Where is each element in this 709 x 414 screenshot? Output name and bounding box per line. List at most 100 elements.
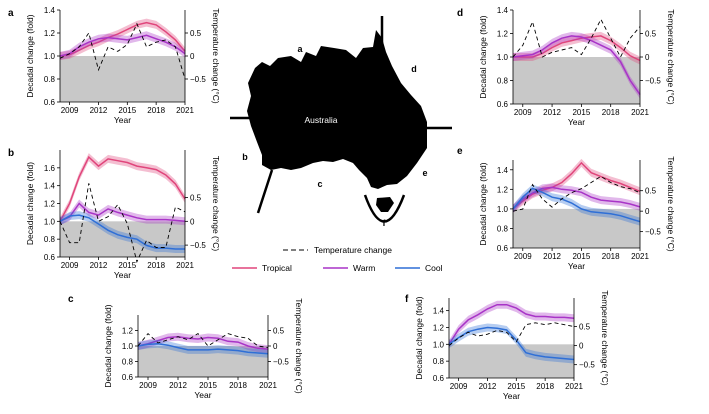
legend-label-temperature: Temperature change <box>314 245 392 255</box>
x-tick-label: 2009 <box>450 382 468 391</box>
x-tick-label: 2015 <box>199 381 217 390</box>
x-axis-label: Year <box>114 270 131 280</box>
y2-tick-label: 0.5 <box>579 323 591 332</box>
y-tick-label: 1.0 <box>433 340 445 349</box>
region-label-d: d <box>411 64 417 74</box>
chart-panels: a 0.6 0.8 1.0 1.2 1.4 0.5 0 −0.5 2009 2012 2015 2018… <box>8 6 676 401</box>
panel-letter: d <box>457 8 463 19</box>
x-tick-label: 2015 <box>507 382 525 391</box>
y2-tick-label: 0.5 <box>645 30 657 39</box>
y-tick-label: 1.4 <box>44 182 56 191</box>
y2-tick-label: 0.5 <box>273 327 285 336</box>
series-band-tropical <box>60 153 185 226</box>
temperature-line <box>59 22 186 80</box>
x-axis-label: Year <box>114 115 131 125</box>
series-line-warm <box>512 186 641 210</box>
chart-panel-f: f 0.6 0.8 1.0 1.2 1.4 0.5 0 −0.5 2009 2012 2015 2018… <box>405 290 610 401</box>
region-label-b: b <box>242 152 248 162</box>
y2-tick-label: 0 <box>579 342 584 351</box>
x-tick-label: 2009 <box>139 381 157 390</box>
below-baseline-shading <box>449 344 574 378</box>
panel-letter: b <box>8 148 14 159</box>
panel-letter: a <box>8 8 14 19</box>
y-tick-label: 0.6 <box>122 373 134 382</box>
panel-letter: e <box>457 146 463 157</box>
series-line-tropical <box>59 21 186 57</box>
y2-axis-label: Temperature change (°C) <box>211 156 221 252</box>
series-line-warm <box>137 335 269 350</box>
region-boundary-line <box>363 194 406 223</box>
x-tick-label: 2012 <box>90 106 108 115</box>
chart-panel-a: a 0.6 0.8 1.0 1.2 1.4 0.5 0 −0.5 2009 2012 2015 2018… <box>8 6 221 125</box>
series-line-cool <box>512 187 641 223</box>
y-axis-label: Decadal change (fold) <box>414 296 424 379</box>
temperature-line <box>448 322 575 346</box>
x-axis-label: Year <box>568 117 585 127</box>
series-line-warm <box>448 303 575 345</box>
y-tick-label: 1.2 <box>44 200 56 209</box>
x-tick-label: 2009 <box>61 261 79 270</box>
y2-tick-label: 0 <box>190 52 195 61</box>
x-tick-label: 2015 <box>572 252 590 261</box>
y-tick-label: 0.8 <box>497 77 509 86</box>
series-band-cool <box>60 211 185 253</box>
australia-mainland-shape <box>247 30 427 189</box>
y-tick-label: 0.8 <box>433 357 445 366</box>
series-line-warm <box>512 35 641 96</box>
tasmania-shape <box>376 197 394 212</box>
y-tick-label: 0.8 <box>44 75 56 84</box>
australia-map: Australia a b c d e f <box>230 16 452 228</box>
x-tick-label: 2021 <box>631 108 649 117</box>
chart-panel-c: c 0.6 0.8 1.0 1.2 0.5 0 −0.5 2009 2012 2015 2018 202… <box>68 294 304 400</box>
y-tick-label: 1.0 <box>497 205 509 214</box>
y2-tick-label: −0.5 <box>645 228 661 237</box>
y-tick-label: 1.0 <box>122 342 134 351</box>
below-baseline-shading <box>138 346 268 377</box>
series-band-cool <box>138 339 268 358</box>
y-tick-label: 1.4 <box>433 307 445 316</box>
y-axis-label: Decadal change (fold) <box>103 304 113 387</box>
x-tick-label: 2018 <box>602 108 620 117</box>
series-line-cool <box>59 214 185 250</box>
x-tick-label: 2021 <box>631 252 649 261</box>
y-tick-label: 1.2 <box>122 327 134 336</box>
y-tick-label: 1.2 <box>497 185 509 194</box>
below-baseline-shading <box>60 221 185 257</box>
y-tick-label: 0.6 <box>44 98 56 107</box>
below-baseline-shading <box>60 56 185 102</box>
region-label-f: f <box>383 218 387 228</box>
y-tick-label: 1.4 <box>44 6 56 15</box>
y2-axis-label: Temperature change (°C) <box>294 298 304 394</box>
series-line-tropical <box>59 155 186 222</box>
series-band-tropical <box>513 158 640 213</box>
series-band-warm <box>513 183 640 213</box>
x-tick-label: 2018 <box>229 381 247 390</box>
x-axis-label: Year <box>194 390 211 400</box>
x-tick-label: 2021 <box>565 382 583 391</box>
legend-label-tropical: Tropical <box>262 263 292 273</box>
y-tick-label: 0.6 <box>497 244 509 253</box>
series-band-cool <box>513 184 640 226</box>
x-tick-label: 2018 <box>147 261 165 270</box>
y-tick-label: 1.0 <box>44 52 56 61</box>
x-tick-label: 2018 <box>536 382 554 391</box>
y2-tick-label: 0 <box>645 53 650 62</box>
legend: Temperature change Tropical Warm Cool <box>232 245 443 273</box>
y2-axis-label: Temperature change (°C) <box>211 8 221 104</box>
y2-tick-label: 0 <box>273 342 278 351</box>
series-band-tropical <box>60 18 185 61</box>
map-label: Australia <box>304 115 337 125</box>
y-tick-label: 0.8 <box>44 235 56 244</box>
temperature-line <box>512 18 641 58</box>
x-tick-label: 2021 <box>176 106 194 115</box>
series-line-tropical <box>512 161 641 210</box>
chart-panel-e: e 0.6 0.8 1.0 1.2 1.4 0.5 0 −0.5 2009 2012 2015 2018… <box>457 146 676 271</box>
y2-tick-label: −0.5 <box>190 241 206 250</box>
y-tick-label: 1.4 <box>497 166 509 175</box>
y-axis-label: Decadal change (fold) <box>478 162 488 245</box>
x-tick-label: 2021 <box>259 381 277 390</box>
y2-axis-label: Temperature change (°C) <box>666 9 676 105</box>
series-line-cool <box>448 326 575 361</box>
temperature-line <box>59 183 186 264</box>
